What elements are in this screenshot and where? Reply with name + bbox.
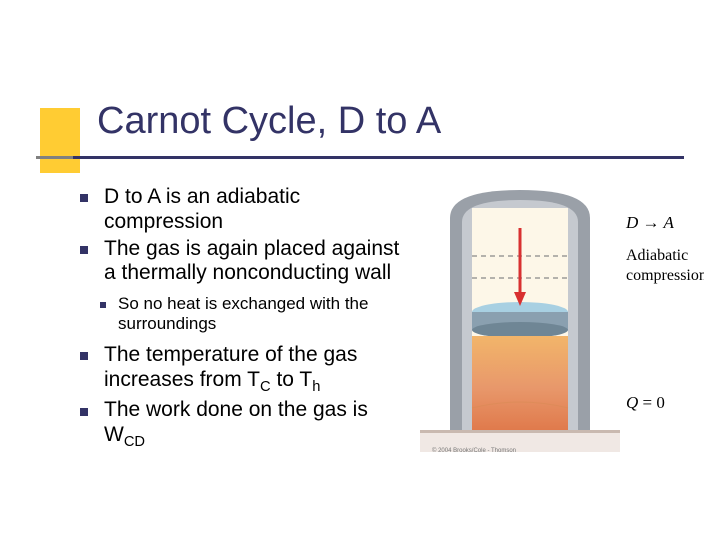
figure-label-bottom: Q = 0 — [626, 393, 665, 412]
title-underline-left — [36, 156, 73, 159]
gas-region — [472, 336, 568, 430]
bullet-icon — [80, 246, 88, 254]
bullet-text: So no heat is exchanged with the surroun… — [118, 294, 368, 333]
list-item: The temperature of the gas increases fro… — [80, 343, 400, 396]
list-item: D to A is an adiabatic compression — [80, 185, 400, 235]
list-item: The gas is again placed against a therma… — [80, 237, 400, 287]
slide-title: Carnot Cycle, D to A — [97, 100, 441, 143]
bullet-text: D to A is an adiabatic compression — [104, 185, 300, 233]
title-underline-right — [73, 156, 684, 159]
piston-diagram: D → A Adiabatic compression Q = 0 — [420, 178, 704, 478]
bullet-icon — [100, 302, 106, 308]
accent-box — [40, 108, 80, 173]
bullet-text: The gas is again placed against a therma… — [104, 237, 399, 285]
figure-label-mid2: compression — [626, 267, 704, 284]
list-item: So no heat is exchanged with the surroun… — [80, 294, 400, 335]
list-item: The work done on the gas is WCD — [80, 398, 400, 451]
bullet-text: The work done on the gas is WCD — [104, 398, 368, 446]
bullet-icon — [80, 408, 88, 416]
bullet-list: D to A is an adiabatic compression The g… — [80, 185, 400, 451]
figure-copyright: © 2004 Brooks/Cole - Thomson — [432, 448, 516, 454]
figure-label-mid: Adiabatic — [626, 247, 688, 264]
figure-label-top: D → A — [625, 213, 674, 232]
bullet-icon — [80, 352, 88, 360]
bullet-content: D to A is an adiabatic compression The g… — [80, 185, 400, 453]
bullet-icon — [80, 194, 88, 202]
bullet-text: The temperature of the gas increases fro… — [104, 343, 357, 391]
